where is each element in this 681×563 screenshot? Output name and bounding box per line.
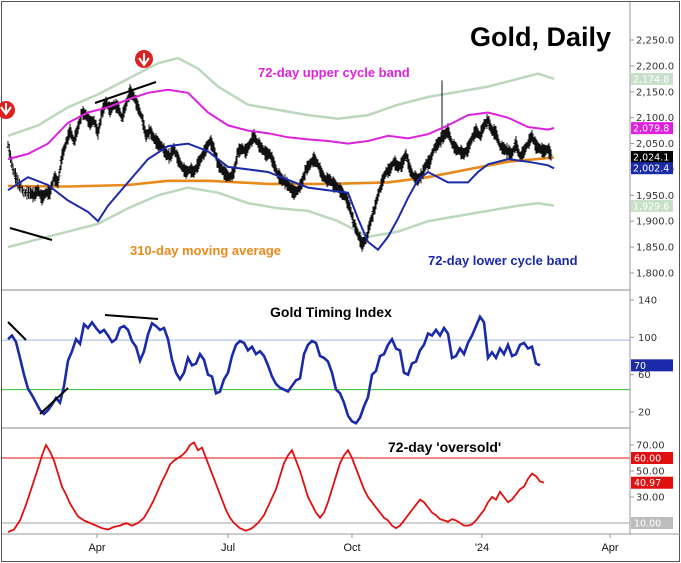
- price-tick-label: 1,950.0: [636, 191, 674, 202]
- price-tick-label: 2,150.0: [636, 87, 674, 98]
- timing-value-tag-label: 70: [634, 361, 646, 372]
- timing-reference-lines: [2, 339, 630, 391]
- timing-index-line: [7, 314, 541, 425]
- price-value-tag: [631, 150, 673, 163]
- timing-panel: Gold Timing Index 140 100 60 20 70: [2, 296, 673, 425]
- timing-trendline-1: [7, 321, 27, 341]
- trendline-high-apr: [94, 81, 157, 104]
- timing-trendline-2: [39, 387, 69, 415]
- price-tick-label: 2,200.0: [636, 61, 674, 72]
- price-value-tag-label: 1,929.6: [633, 201, 669, 212]
- oversold-title: 72-day 'oversold': [388, 439, 501, 455]
- price-tick-label: 2,050.0: [636, 139, 674, 150]
- oversold-tick-label: 30.00: [636, 493, 665, 504]
- oversold-value-tag: [631, 452, 673, 464]
- oversold-value-tag-label: 10.00: [634, 519, 661, 530]
- oversold-reference-lines: [2, 457, 630, 524]
- x-tick-label: Jul: [221, 542, 235, 554]
- timing-tick-label: 20: [638, 408, 651, 419]
- timing-value-tag: [631, 359, 673, 372]
- timing-tick-label: 140: [638, 296, 657, 307]
- upper-band-annotation: 72-day upper cycle band: [258, 65, 410, 80]
- price-value-tag: [631, 122, 673, 135]
- oversold-value-tag-label: 60.00: [634, 454, 661, 465]
- price-value-tag: [631, 162, 673, 175]
- trendline-low-left: [9, 227, 53, 241]
- price-tick-label: 1,800.0: [636, 269, 674, 280]
- timing-title: Gold Timing Index: [270, 304, 392, 320]
- down-arrow-marker-left: [0, 101, 15, 119]
- oversold-line: [7, 441, 545, 533]
- ma-annotation: 310-day moving average: [130, 243, 281, 258]
- price-tick-label: 2,250.0: [636, 36, 674, 47]
- oversold-value-tag-label: 40.97: [634, 478, 661, 489]
- price-tick-label: 1,900.0: [636, 217, 674, 228]
- timing-trendline-3: [104, 314, 159, 320]
- price-value-tag-label: 2,002.4: [633, 164, 669, 175]
- price-value-tag-label: 2,079.8: [633, 124, 669, 135]
- outer-upper-band-line: [7, 56, 555, 137]
- oversold-value-tag: [631, 476, 673, 489]
- oversold-tick-label: 50.00: [636, 467, 665, 478]
- down-arrow-marker-top: [135, 50, 153, 68]
- timing-tick-label: 60: [638, 370, 651, 381]
- timing-tick-label: 100: [638, 333, 657, 344]
- lower-band-annotation: 72-day lower cycle band: [428, 253, 578, 268]
- x-tick-label: Oct: [343, 542, 360, 554]
- outer-lower-band-line: [7, 186, 555, 249]
- price-value-tag-label: 2,024.1: [633, 152, 669, 163]
- price-y-axis: 2,250.02,200.02,150.02,100.02,050.02,000…: [630, 36, 674, 280]
- lower-cycle-band-line: [7, 142, 555, 252]
- chart-title: Gold, Daily: [470, 22, 611, 52]
- timing-y-axis: 140 100 60 20 70: [630, 296, 673, 419]
- x-tick-label: '24: [475, 542, 489, 554]
- x-tick-label: Apr: [88, 542, 105, 554]
- price-tick-label: 1,850.0: [636, 243, 674, 254]
- upper-cycle-band-line: [7, 88, 555, 161]
- x-axis: Apr Jul Oct '24 Apr: [88, 534, 619, 554]
- x-tick-label: Apr: [601, 542, 618, 554]
- price-panel: Gold, Daily 72-day upper cycle band 310-…: [0, 22, 674, 280]
- price-tick-label: 2,100.0: [636, 113, 674, 124]
- price-value-tag: [631, 72, 673, 85]
- oversold-tick-label: 70.00: [636, 441, 665, 452]
- oversold-value-tag: [631, 517, 673, 529]
- price-value-tag: [631, 199, 673, 212]
- price-value-tag-label: 2,174.8: [633, 74, 669, 85]
- oversold-panel: 72-day 'oversold' 70.00 50.00 30.00 60.00 40…: [2, 439, 673, 533]
- oversold-y-axis: 70.00 50.00 30.00 60.00 40.97 10.00: [630, 441, 673, 530]
